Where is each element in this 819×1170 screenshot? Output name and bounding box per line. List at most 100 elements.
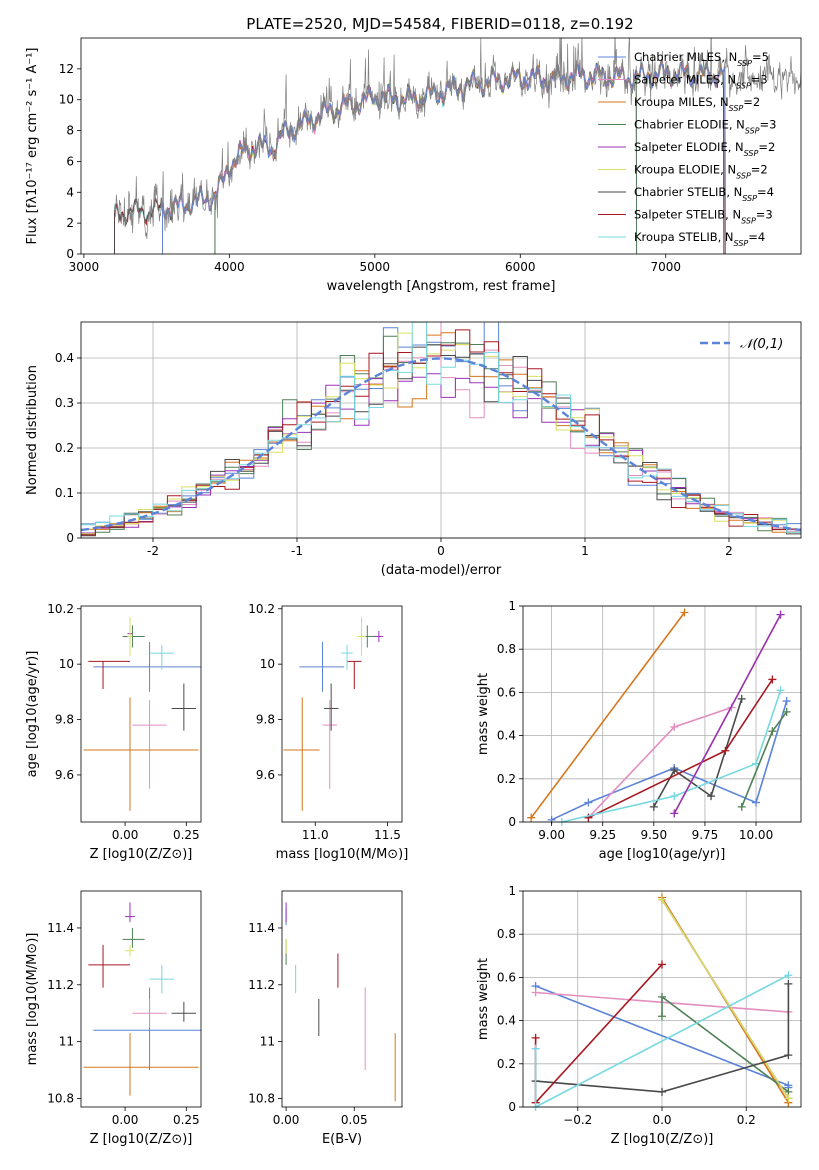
y-tick-label: 8	[66, 124, 74, 138]
marker-kroupa-stelib	[531, 1044, 540, 1053]
panel-mass-weight-vs-Z: −0.2 0.0 0.2 0 0.2 0.4 0.6 0.8 1 Z [log10(Z/Z⊙)] m…	[476, 884, 802, 1147]
marker-chabrier-stelib	[784, 1051, 793, 1060]
marker-salpeter-miles	[531, 988, 540, 997]
axes-frame	[522, 605, 802, 823]
x-tick-label: 3000	[69, 260, 100, 274]
errorbar-salpeter-elodie	[125, 902, 135, 923]
axes-mass-vs-EBV: 0.00 0.05 10.8 11 11.2 11.4 E(B-V)	[248, 890, 403, 1147]
x-tick-label: 0	[437, 544, 445, 558]
marker-kroupa-elodie	[784, 1094, 793, 1103]
x-tick-label: 2	[725, 544, 733, 558]
x-tick-label: 0.00	[273, 1113, 300, 1127]
x-tick-label: 0.25	[173, 828, 200, 842]
axes-frame	[80, 890, 202, 1108]
errorbar-chabrier-stelib	[171, 1001, 197, 1022]
x-tick-label: 11.5	[374, 828, 401, 842]
y-tick-label: 0.2	[55, 441, 74, 455]
y-tick-label: 0	[508, 815, 516, 829]
marker-chabrier-elodie	[782, 707, 791, 716]
marker-kroupa-stelib	[784, 971, 793, 980]
data-mass-vs-Z	[83, 902, 201, 1096]
y-tick-label: 10	[59, 657, 74, 671]
axes-mass-weight-vs-age: 9.00 9.25 9.50 9.75 10.00 0 0.2 0.4 0.6 0.8 1 age […	[476, 599, 802, 862]
y-tick-label: 0.2	[497, 1057, 516, 1071]
y-tick-label: 11.2	[248, 978, 275, 992]
model-spectrum-kroupa-miles	[162, 60, 726, 254]
marker-salpeter-miles	[670, 722, 679, 731]
observed-spectrum	[114, 38, 801, 240]
errorbar-salpeter-stelib	[88, 660, 130, 690]
figure-title: PLATE=2520, MJD=54584, FIBERID=0118, z=0…	[246, 15, 633, 33]
x-tick-label: 9.25	[589, 828, 616, 842]
line-salpeter-stelib	[588, 678, 774, 819]
marker-chabrier-elodie	[658, 992, 666, 1001]
axes-frame	[281, 605, 403, 823]
line-salpeter-elodie	[673, 614, 782, 814]
marker-salpeter-stelib	[584, 813, 593, 822]
errorbar-kroupa-stelib	[149, 644, 175, 670]
y-tick-label: 0	[66, 247, 74, 261]
marker-chabrier-elodie	[737, 802, 746, 811]
x-tick-label: 0.00	[112, 1113, 139, 1127]
x-axis-label: E(B-V)	[322, 1132, 362, 1147]
panel-age-vs-mass: 11.0 11.5 9.6 9.8 10 10.2 mass [log10(M/M⊙)]	[248, 602, 408, 862]
legend-label: Chabrier ELODIE, NSSP=3	[634, 118, 776, 136]
legend-label: 𝒩(0,1)	[740, 337, 783, 352]
marker-chabrier-stelib	[670, 766, 679, 775]
axes-frame	[80, 321, 802, 539]
y-tick-label: 10	[59, 93, 74, 107]
y-tick-label: 2	[66, 216, 74, 230]
y-tick-label: 0.8	[497, 927, 516, 941]
y-tick-label: 0.4	[497, 729, 516, 743]
y-tick-label: 9.6	[55, 768, 74, 782]
x-tick-label: 0.05	[341, 1113, 368, 1127]
errorbar-kroupa-elodie	[127, 617, 133, 656]
y-axis-label: Normed distribution	[25, 365, 40, 495]
axes-age-vs-Z: 0.00 0.25 9.6 9.8 10 10.2 Z [log10(Z/Z⊙)] age […	[25, 602, 202, 862]
y-tick-label: 10.2	[248, 602, 275, 616]
y-tick-label: 10	[260, 657, 275, 671]
legend-label: Kroupa ELODIE, NSSP=2	[634, 163, 768, 181]
errorbar-chabrier-miles	[299, 642, 345, 692]
x-tick-label: 10.00	[739, 828, 773, 842]
legend: 𝒩(0,1)	[700, 337, 783, 352]
model-spectrum-kroupa-elodie	[214, 61, 638, 254]
x-tick-label: 0.2	[737, 1113, 756, 1127]
y-tick-label: 9.8	[256, 713, 275, 727]
y-axis-label: mass weight	[476, 673, 491, 755]
histogram-kroupa-stelib	[81, 322, 801, 533]
x-tick-label: 9.00	[538, 828, 565, 842]
marker-chabrier-stelib	[649, 802, 658, 811]
y-tick-label: 0.1	[55, 486, 74, 500]
errorbar-salpeter-miles	[322, 700, 337, 789]
x-axis-label: Z [log10(Z/Z⊙)]	[611, 1132, 714, 1147]
y-tick-label: 6	[66, 154, 74, 168]
legend: Chabrier MILES, NSSP=5 Salpeter MILES, NS…	[598, 50, 776, 248]
legend-label: Chabrier STELIB, NSSP=4	[634, 185, 774, 203]
legend-label: Salpeter ELODIE, NSSP=2	[634, 140, 775, 158]
marker-chabrier-elodie	[658, 1012, 666, 1021]
y-tick-label: 11	[59, 1035, 74, 1049]
y-tick-label: 0.4	[497, 1014, 516, 1028]
y-tick-label: 0.8	[497, 642, 516, 656]
y-tick-label: 10.8	[47, 1091, 74, 1105]
axes-mass-weight-vs-Z: −0.2 0.0 0.2 0 0.2 0.4 0.6 0.8 1 Z [log10(Z/Z⊙)] m…	[476, 884, 802, 1147]
legend-label: Salpeter MILES, NSSP=3	[634, 73, 768, 91]
x-axis-label: age [log10(age/yr)]	[599, 847, 726, 862]
errorbar-chabrier-elodie	[122, 927, 145, 948]
y-tick-label: 4	[66, 185, 74, 199]
model-spectrum-salpeter-miles	[162, 59, 726, 254]
x-axis-label: Z [log10(Z/Z⊙)]	[90, 847, 193, 862]
x-tick-label: 11.0	[302, 828, 329, 842]
errorbar-salpeter-miles	[132, 700, 167, 789]
panel-age-vs-Z: 0.00 0.25 9.6 9.8 10 10.2 Z [log10(Z/Z⊙)] age […	[25, 602, 202, 862]
x-axis-label: (data-model)/error	[381, 563, 502, 578]
y-tick-label: 1	[508, 884, 516, 898]
data-age-vs-Z	[83, 617, 201, 811]
x-tick-label: 9.75	[692, 828, 719, 842]
normal-reference-curve	[81, 357, 801, 532]
x-tick-label: 4000	[214, 260, 245, 274]
y-axis-label: Flux [fλ10⁻¹⁷ erg cm⁻² s⁻¹ A⁻¹]	[25, 48, 40, 245]
y-axis-label: age [log10(age/yr)]	[25, 651, 40, 778]
marker-kroupa-elodie	[658, 895, 666, 904]
